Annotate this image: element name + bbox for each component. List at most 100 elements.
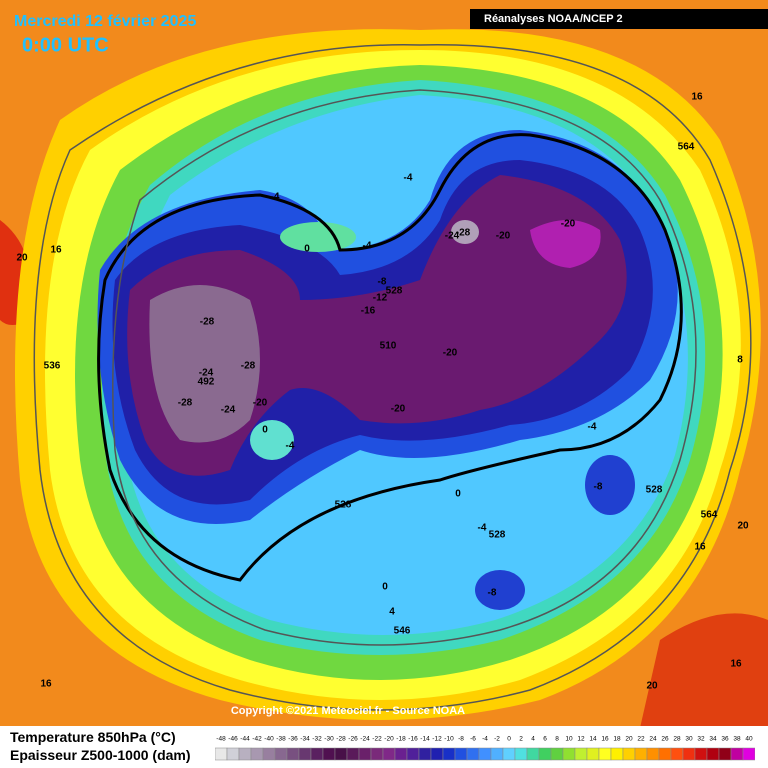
contour-label: -4 [404, 173, 413, 184]
contour-label: 528 [386, 286, 403, 297]
contour-label: 528 [489, 530, 506, 541]
scale-label: 22 [637, 736, 645, 743]
scale-swatch [742, 747, 755, 761]
contour-label: 8 [737, 355, 743, 366]
legend-panel: Temperature 850hPa (°C) Epaisseur Z500-1… [0, 726, 768, 768]
scale-swatch [490, 747, 504, 761]
scale-swatch [334, 747, 348, 761]
scale-swatch [550, 747, 564, 761]
scale-swatch [430, 747, 444, 761]
scale-label: 36 [721, 736, 729, 743]
contour-label: 16 [40, 679, 52, 690]
scale-swatch [346, 747, 360, 761]
scale-label: -2 [494, 736, 500, 743]
legend-title: Temperature 850hPa (°C) [10, 729, 176, 745]
contour-label: 528 [335, 500, 352, 511]
scale-label: 24 [649, 736, 657, 743]
scale-swatch [262, 747, 276, 761]
copyright: Copyright ©2021 Meteociel.fr - Source NO… [231, 705, 465, 717]
contour-label: 0 [382, 582, 388, 593]
contour-label: 20 [16, 253, 28, 264]
scale-label: 18 [613, 736, 621, 743]
scale-label: -24 [360, 736, 370, 743]
scale-label: -6 [470, 736, 476, 743]
scale-label: -30 [324, 736, 334, 743]
contour-label: -4 [478, 523, 487, 534]
scale-label: 12 [577, 736, 585, 743]
scale-swatch [562, 747, 576, 761]
scale-swatch [286, 747, 300, 761]
contour-label: 528 [646, 485, 663, 496]
scale-label: 32 [697, 736, 705, 743]
scale-label: 34 [709, 736, 717, 743]
scale-label: -42 [252, 736, 262, 743]
cold-pocket [475, 570, 525, 610]
scale-swatch [358, 747, 372, 761]
scale-label: -36 [288, 736, 298, 743]
scale-label: -8 [458, 736, 464, 743]
warm-pocket [250, 420, 294, 460]
scale-swatch [730, 747, 744, 761]
contour-label: 0 [304, 244, 310, 255]
contour-label: -20 [253, 398, 268, 409]
contour-label: -16 [361, 306, 376, 317]
scale-swatch [310, 747, 324, 761]
scale-label: -18 [396, 736, 406, 743]
contour-label: -8 [378, 277, 387, 288]
scale-label: 16 [601, 736, 609, 743]
contour-label: -24 [445, 231, 460, 242]
contour-label: -4 [588, 422, 597, 433]
contour-label: 20 [646, 681, 658, 692]
scale-label: -32 [312, 736, 322, 743]
scale-label: -46 [228, 736, 238, 743]
cold-core [149, 285, 260, 443]
scale-label: 26 [661, 736, 669, 743]
scale-label: 6 [543, 736, 547, 743]
contour-label: -28 [200, 317, 215, 328]
scale-label: -44 [240, 736, 250, 743]
scale-label: -34 [300, 736, 310, 743]
scale-swatch [514, 747, 528, 761]
contour-label: 536 [44, 361, 61, 372]
scale-label: -10 [444, 736, 454, 743]
scale-swatch [646, 747, 660, 761]
contour-label: 564 [701, 510, 718, 521]
scale-swatch [370, 747, 384, 761]
contour-label: -20 [391, 404, 406, 415]
contour-label: -4 [271, 192, 280, 203]
scale-swatch [586, 747, 600, 761]
contour-label: 0 [262, 425, 268, 436]
scale-label: -22 [372, 736, 382, 743]
scale-swatch [670, 747, 684, 761]
scale-swatch [418, 747, 432, 761]
scale-label: -4 [482, 736, 488, 743]
scale-swatch [502, 747, 516, 761]
scale-label: 40 [745, 736, 753, 743]
contour-label: 16 [694, 542, 706, 553]
scale-swatch [538, 747, 552, 761]
source-text: Réanalyses NOAA/NCEP 2 [484, 13, 623, 25]
scale-swatch [394, 747, 408, 761]
cold-core [451, 220, 479, 244]
scale-label: 2 [519, 736, 523, 743]
scale-swatch [298, 747, 312, 761]
scale-label: -40 [264, 736, 274, 743]
scale-label: 20 [625, 736, 633, 743]
scale-label: -26 [348, 736, 358, 743]
scale-label: -48 [216, 736, 226, 743]
scale-swatch [622, 747, 636, 761]
contour-label: 16 [691, 92, 703, 103]
contour-label: -8 [488, 588, 497, 599]
contour-lines [97, 133, 683, 582]
contour-label: -28 [456, 228, 471, 239]
scale-label: 38 [733, 736, 741, 743]
contour-label: 0 [455, 489, 461, 500]
scale-swatch [682, 747, 696, 761]
scale-swatch [226, 747, 240, 761]
scale-swatch [442, 747, 456, 761]
cold-core [530, 220, 601, 268]
scale-label: -14 [420, 736, 430, 743]
contour-label: -4 [363, 241, 372, 252]
contour-label: -24 [221, 405, 236, 416]
